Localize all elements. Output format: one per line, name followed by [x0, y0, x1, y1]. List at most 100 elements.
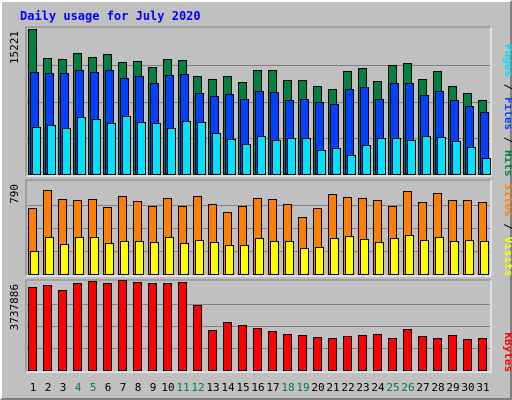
series-visits: [30, 235, 489, 275]
legend-item-files: Files: [502, 97, 512, 130]
bar-pages-day-12: [197, 122, 206, 175]
bar-pages-day-16: [257, 136, 266, 175]
bar-pages-day-20: [317, 150, 326, 175]
bar-pages-day-26: [407, 140, 416, 175]
bar-visits-day-6: [105, 243, 114, 275]
bar-visits-day-24: [375, 242, 384, 275]
bar-kbytes-day-18: [283, 334, 292, 371]
bar-pages-day-7: [122, 116, 131, 175]
panel-border-light: [26, 27, 492, 177]
panel-border-light: [26, 180, 492, 277]
bar-visits-day-20: [315, 247, 324, 275]
bar-pages-day-5: [92, 119, 101, 175]
bar-kbytes-day-24: [373, 334, 382, 371]
x-tick-day-23: 23: [356, 381, 369, 394]
bar-kbytes-day-5: [88, 281, 97, 371]
bar-visits-day-21: [330, 238, 339, 275]
bar-pages-day-28: [437, 137, 446, 175]
bar-visits-day-26: [405, 235, 414, 275]
panel-border-shadow: [25, 279, 491, 372]
x-tick-day-1: 1: [30, 381, 37, 394]
bar-pages-day-25: [392, 138, 401, 175]
legend-kbytes: KBytes: [502, 332, 512, 372]
bar-kbytes-day-26: [403, 329, 412, 371]
y-max-label-visits-sites: 790: [8, 184, 21, 204]
series-pages: [32, 116, 491, 175]
bar-visits-day-4: [75, 237, 84, 275]
bar-visits-day-10: [165, 237, 174, 275]
bar-pages-day-27: [422, 136, 431, 175]
x-tick-day-9: 9: [150, 381, 157, 394]
bar-visits-day-22: [345, 236, 354, 275]
bar-kbytes-day-15: [238, 325, 247, 371]
x-tick-day-10: 10: [161, 381, 174, 394]
x-tick-day-8: 8: [135, 381, 142, 394]
bar-visits-day-12: [195, 240, 204, 275]
bar-kbytes-day-22: [343, 336, 352, 371]
panel-border-shadow: [25, 26, 491, 176]
bar-visits-day-9: [150, 242, 159, 275]
series-kbytes: [28, 280, 487, 371]
bar-kbytes-day-27: [418, 336, 427, 371]
bar-pages-day-19: [302, 138, 311, 175]
bar-visits-day-23: [360, 239, 369, 275]
bar-pages-day-4: [77, 117, 86, 175]
bar-visits-day-8: [135, 241, 144, 275]
x-tick-day-29: 29: [446, 381, 459, 394]
bar-visits-day-5: [90, 237, 99, 275]
bar-pages-day-22: [347, 155, 356, 175]
bar-pages-day-31: [482, 158, 491, 175]
bar-visits-day-28: [435, 237, 444, 275]
bar-pages-day-24: [377, 138, 386, 175]
panel-kbytes: 3737886 KBytes: [8, 279, 512, 373]
bar-kbytes-day-8: [133, 282, 142, 371]
bar-pages-day-1: [32, 127, 41, 175]
legend-item-pages: Pages: [502, 44, 512, 77]
bar-kbytes-day-30: [463, 339, 472, 371]
panel-border-shadow: [25, 179, 491, 276]
bar-pages-day-18: [287, 138, 296, 175]
bar-visits-day-25: [390, 238, 399, 275]
x-tick-day-21: 21: [326, 381, 339, 394]
bar-visits-day-1: [30, 251, 39, 275]
bar-visits-day-18: [285, 241, 294, 275]
bar-kbytes-day-7: [118, 280, 127, 371]
x-tick-day-12: 12: [191, 381, 204, 394]
bar-pages-day-29: [452, 141, 461, 175]
x-tick-day-22: 22: [341, 381, 354, 394]
bar-visits-day-29: [450, 241, 459, 275]
bar-pages-day-11: [182, 121, 191, 175]
legend-item-visits: Visits: [502, 237, 512, 277]
bar-kbytes-day-11: [178, 282, 187, 371]
bar-kbytes-day-2: [43, 285, 52, 371]
bar-kbytes-day-19: [298, 335, 307, 371]
bar-visits-day-31: [480, 241, 489, 275]
x-axis-tick-labels: 1 2 3 4 5 6 7 8 9 10 11 12 13 14 15 16 17 18 19 20 21 22 23 24 2…: [30, 381, 490, 394]
x-tick-day-27: 27: [416, 381, 429, 394]
legend-hits-files-pages: Pages / Files / Hits: [502, 44, 512, 177]
legend-item-kbytes: KBytes: [502, 332, 512, 372]
bar-pages-day-9: [152, 123, 161, 175]
bar-kbytes-day-28: [433, 338, 442, 371]
x-tick-day-30: 30: [461, 381, 474, 394]
bar-kbytes-day-25: [388, 338, 397, 371]
bar-pages-day-30: [467, 147, 476, 175]
bar-kbytes-day-6: [103, 283, 112, 371]
bar-pages-day-21: [332, 148, 341, 175]
x-tick-day-4: 4: [75, 381, 82, 394]
x-tick-day-20: 20: [311, 381, 324, 394]
bar-kbytes-day-4: [73, 283, 82, 371]
x-tick-day-14: 14: [221, 381, 235, 394]
bar-pages-day-15: [242, 144, 251, 175]
x-tick-day-28: 28: [431, 381, 444, 394]
bar-kbytes-day-21: [328, 338, 337, 371]
bar-pages-day-23: [362, 145, 371, 175]
chart-title: Daily usage for July 2020: [20, 9, 201, 23]
x-tick-day-19: 19: [296, 381, 309, 394]
x-tick-day-7: 7: [120, 381, 127, 394]
bar-kbytes-day-16: [253, 328, 262, 371]
bar-pages-day-17: [272, 140, 281, 175]
x-tick-day-31: 31: [476, 381, 489, 394]
panel-border-light: [26, 280, 492, 373]
